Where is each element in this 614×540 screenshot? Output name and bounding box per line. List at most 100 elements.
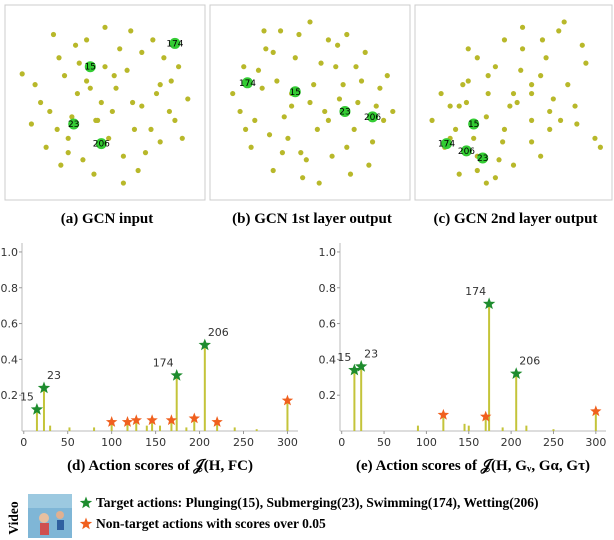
- point: [355, 100, 360, 105]
- point: [515, 100, 520, 105]
- caption: (a) GCN input: [61, 211, 154, 227]
- point: [300, 175, 305, 180]
- point: [471, 136, 476, 141]
- legend-label: Non-target actions with scores over 0.05: [96, 516, 326, 531]
- point: [172, 118, 177, 123]
- point: [263, 46, 268, 51]
- x-tick-label: 200: [189, 436, 210, 449]
- x-tick-label: 50: [61, 436, 75, 449]
- y-tick-label: 0.4: [319, 353, 337, 366]
- point: [143, 150, 148, 155]
- point: [102, 64, 107, 69]
- point: [32, 82, 37, 87]
- x-tick-label: 100: [101, 436, 122, 449]
- point: [538, 73, 543, 78]
- point: [329, 154, 334, 159]
- y-tick-label: 0.2: [319, 389, 337, 402]
- point: [62, 73, 67, 78]
- point: [307, 19, 312, 24]
- point: [475, 55, 480, 60]
- peak-label: 15: [20, 391, 34, 404]
- point: [75, 91, 80, 96]
- point: [99, 100, 104, 105]
- point: [84, 78, 89, 83]
- point: [267, 132, 272, 137]
- point: [51, 32, 56, 37]
- x-tick-label: 300: [585, 436, 606, 449]
- point: [572, 103, 577, 108]
- peak-label: 174: [465, 285, 486, 298]
- point-label: 206: [93, 140, 110, 150]
- point: [307, 100, 312, 105]
- point-label: 15: [85, 63, 96, 73]
- point: [574, 121, 579, 126]
- point: [95, 118, 100, 123]
- point: [344, 145, 349, 150]
- y-tick-label: 0.6: [319, 318, 337, 331]
- point: [540, 37, 545, 42]
- point: [55, 127, 60, 132]
- point: [529, 118, 534, 123]
- point: [150, 37, 155, 42]
- point: [377, 86, 382, 91]
- point: [529, 82, 534, 87]
- point: [274, 78, 279, 83]
- peak-label: 23: [47, 369, 61, 382]
- point: [484, 180, 489, 185]
- point: [176, 64, 181, 69]
- point: [502, 127, 507, 132]
- point: [180, 136, 185, 141]
- point: [132, 127, 137, 132]
- point: [390, 109, 395, 114]
- point: [304, 157, 309, 162]
- point: [318, 61, 323, 66]
- point: [457, 103, 462, 108]
- point: [185, 96, 190, 101]
- point: [502, 37, 507, 42]
- point: [466, 46, 471, 51]
- point: [333, 64, 338, 69]
- point: [121, 180, 126, 185]
- point: [278, 28, 283, 33]
- point: [130, 100, 135, 105]
- x-tick-label: 300: [277, 436, 298, 449]
- caption: (b) GCN 1st layer output: [232, 211, 392, 227]
- point: [439, 91, 444, 96]
- point: [47, 109, 52, 114]
- point: [252, 118, 257, 123]
- point: [271, 168, 276, 173]
- point: [91, 172, 96, 177]
- peak-label: 206: [519, 355, 540, 368]
- point: [158, 82, 163, 87]
- point: [112, 73, 117, 78]
- x-tick-label: 250: [543, 436, 564, 449]
- point: [84, 37, 89, 42]
- point: [237, 109, 242, 114]
- point: [511, 163, 516, 168]
- x-tick-label: 150: [145, 436, 166, 449]
- point: [520, 25, 525, 30]
- point: [580, 43, 585, 48]
- point: [448, 103, 453, 108]
- point: [38, 100, 43, 105]
- point: [493, 64, 498, 69]
- point: [128, 28, 133, 33]
- point: [475, 168, 480, 173]
- point: [359, 78, 364, 83]
- point: [348, 172, 353, 177]
- point: [102, 25, 107, 30]
- point: [493, 175, 498, 180]
- x-tick-label: 0: [20, 436, 27, 449]
- point: [529, 91, 534, 96]
- caption: (e) Action scores of 𝒥(H, Gᵥ, Gα, Gτ): [356, 458, 590, 474]
- point: [249, 145, 254, 150]
- point: [66, 136, 71, 141]
- point: [124, 68, 129, 73]
- point: [271, 50, 276, 55]
- point: [322, 109, 327, 114]
- point: [148, 127, 153, 132]
- point: [44, 145, 49, 150]
- point: [243, 127, 248, 132]
- y-tick-label: 0.8: [1, 282, 19, 295]
- point: [457, 172, 462, 177]
